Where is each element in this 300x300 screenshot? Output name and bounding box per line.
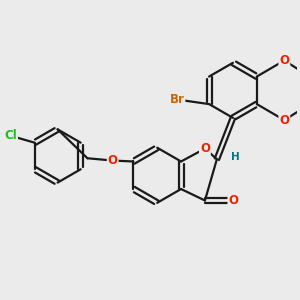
Text: O: O: [279, 54, 290, 67]
Text: O: O: [279, 114, 290, 127]
Text: O: O: [108, 154, 118, 167]
Text: Br: Br: [169, 93, 184, 106]
Text: O: O: [228, 194, 239, 207]
Text: O: O: [200, 142, 210, 155]
Text: Cl: Cl: [4, 129, 17, 142]
Text: H: H: [231, 152, 240, 162]
